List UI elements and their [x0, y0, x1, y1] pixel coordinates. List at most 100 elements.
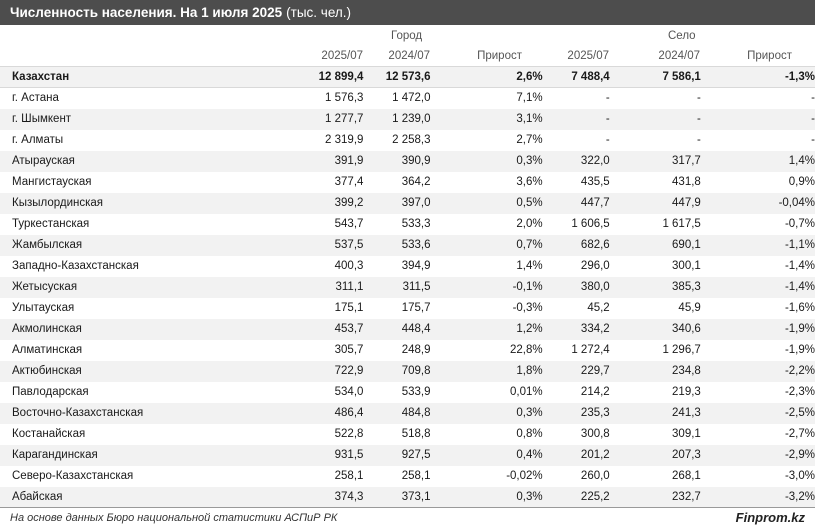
village-growth-value: -2,3% [700, 381, 815, 403]
region-name: Восточно-Казахстанская [0, 402, 239, 424]
village-2024-value: 207,3 [609, 444, 701, 466]
source-note: На основе данных Бюро национальной стати… [10, 512, 338, 524]
city-2025-value: 377,4 [238, 171, 364, 193]
village-growth-value: -0,7% [700, 213, 815, 235]
village-2025-value: 380,0 [542, 276, 610, 298]
village-2024-value: 447,9 [609, 192, 701, 214]
village-2025-value: 225,2 [542, 486, 610, 508]
village-growth-value: - [700, 87, 815, 109]
col-city-growth: Прирост [477, 50, 522, 62]
village-growth-value: 0,9% [700, 171, 815, 193]
city-growth-value: 0,5% [430, 192, 543, 214]
population-table: Казахстан 12 899,4 12 573,6 2,6% 7 488,4 7 58… [0, 66, 815, 508]
city-2024-value: 12 573,6 [363, 66, 431, 88]
village-growth-value: -2,2% [700, 360, 815, 382]
city-2025-value: 1 277,7 [238, 108, 364, 130]
table-row: г. Шымкент 1 277,7 1 239,0 3,1% - - - [0, 108, 815, 130]
village-2024-value: 268,1 [609, 465, 701, 487]
city-growth-value: 7,1% [430, 87, 543, 109]
village-2025-value: 260,0 [542, 465, 610, 487]
city-2025-value: 722,9 [238, 360, 364, 382]
village-2025-value: 45,2 [542, 297, 610, 319]
city-2025-value: 12 899,4 [238, 66, 364, 88]
city-growth-value: 3,6% [430, 171, 543, 193]
city-growth-value: -0,1% [430, 276, 543, 298]
table-row: Жетысуская 311,1 311,5 -0,1% 380,0 385,3 -1,4% [0, 276, 815, 298]
table-row: Костанайская 522,8 518,8 0,8% 300,8 309,1 -2,7… [0, 423, 815, 445]
table-row: Улытауская 175,1 175,7 -0,3% 45,2 45,9 -1,6% [0, 297, 815, 319]
col-village-2025: 2025/07 [567, 50, 609, 62]
village-growth-value: -1,4% [700, 276, 815, 298]
village-growth-value: -2,5% [700, 402, 815, 424]
village-2024-value: 232,7 [609, 486, 701, 508]
city-2024-value: 364,2 [363, 171, 431, 193]
village-growth-value: -3,0% [700, 465, 815, 487]
city-growth-value: 0,3% [430, 402, 543, 424]
table-row: Восточно-Казахстанская 486,4 484,8 0,3% 235,… [0, 402, 815, 424]
village-2025-value: 447,7 [542, 192, 610, 214]
city-2024-value: 311,5 [363, 276, 431, 298]
city-growth-value: 0,3% [430, 486, 543, 508]
region-name: Жетысуская [0, 276, 239, 298]
village-2024-value: 1 296,7 [609, 339, 701, 361]
group-city-label: Город [391, 30, 423, 42]
village-growth-value: -1,6% [700, 297, 815, 319]
city-growth-value: 1,4% [430, 255, 543, 277]
village-2024-value: 241,3 [609, 402, 701, 424]
village-2024-value: 690,1 [609, 234, 701, 256]
table-row: Павлодарская 534,0 533,9 0,01% 214,2 219,3 -2,… [0, 381, 815, 403]
village-2024-value: 300,1 [609, 255, 701, 277]
city-2025-value: 486,4 [238, 402, 364, 424]
village-2025-value: 300,8 [542, 423, 610, 445]
city-growth-value: 22,8% [430, 339, 543, 361]
city-growth-value: 0,8% [430, 423, 543, 445]
region-name: Абайская [0, 486, 239, 508]
region-name: Акмолинская [0, 318, 239, 340]
city-2025-value: 522,8 [238, 423, 364, 445]
village-2025-value: 334,2 [542, 318, 610, 340]
city-growth-value: -0,3% [430, 297, 543, 319]
city-growth-value: 2,7% [430, 129, 543, 151]
city-2024-value: 397,0 [363, 192, 431, 214]
city-2024-value: 709,8 [363, 360, 431, 382]
table-row: Жамбылская 537,5 533,6 0,7% 682,6 690,1 -1,1% [0, 234, 815, 256]
city-2024-value: 390,9 [363, 150, 431, 172]
city-2025-value: 399,2 [238, 192, 364, 214]
village-growth-value: -1,9% [700, 339, 815, 361]
title-main: Численность населения. На 1 июля 2025 [10, 5, 283, 20]
region-name: Павлодарская [0, 381, 239, 403]
village-2025-value: 296,0 [542, 255, 610, 277]
village-growth-value: -3,2% [700, 486, 815, 508]
table-row: Западно-Казахстанская 400,3 394,9 1,4% 296,0… [0, 255, 815, 277]
city-2025-value: 543,7 [238, 213, 364, 235]
city-2025-value: 305,7 [238, 339, 364, 361]
village-2025-value: 682,6 [542, 234, 610, 256]
village-growth-value: -0,04% [700, 192, 815, 214]
village-2024-value: 1 617,5 [609, 213, 701, 235]
region-name: Костанайская [0, 423, 239, 445]
village-growth-value: - [700, 129, 815, 151]
city-2024-value: 175,7 [363, 297, 431, 319]
village-2025-value: 1 272,4 [542, 339, 610, 361]
village-growth-value: -1,9% [700, 318, 815, 340]
group-header: Город Село [0, 25, 815, 45]
city-2024-value: 1 472,0 [363, 87, 431, 109]
city-2024-value: 394,9 [363, 255, 431, 277]
village-2024-value: - [609, 129, 701, 151]
city-growth-value: 0,3% [430, 150, 543, 172]
city-2024-value: 248,9 [363, 339, 431, 361]
village-2024-value: 431,8 [609, 171, 701, 193]
city-growth-value: 2,0% [430, 213, 543, 235]
city-2025-value: 374,3 [238, 486, 364, 508]
village-growth-value: 1,4% [700, 150, 815, 172]
village-2024-value: - [609, 108, 701, 130]
village-2025-value: 7 488,4 [542, 66, 610, 88]
village-2025-value: 201,2 [542, 444, 610, 466]
city-2025-value: 2 319,9 [238, 129, 364, 151]
village-2025-value: 1 606,5 [542, 213, 610, 235]
village-2025-value: - [542, 108, 610, 130]
table-row: Актюбинская 722,9 709,8 1,8% 229,7 234,8 -2,2% [0, 360, 815, 382]
region-name: г. Астана [0, 87, 239, 109]
region-name: г. Алматы [0, 129, 239, 151]
city-growth-value: 1,8% [430, 360, 543, 382]
